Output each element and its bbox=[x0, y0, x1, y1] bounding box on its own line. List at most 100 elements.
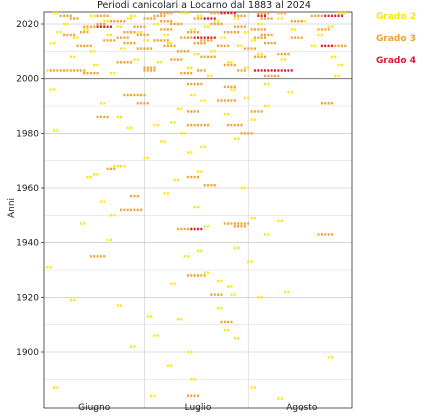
heatwave-day-point bbox=[260, 22, 263, 26]
heatwave-day-point bbox=[197, 175, 199, 179]
heatwave-day-point bbox=[156, 14, 159, 17]
heatwave-day-point bbox=[223, 31, 226, 34]
heatwave-day-point bbox=[190, 274, 193, 277]
heatwave-day-point bbox=[260, 110, 263, 113]
heatwave-day-point bbox=[109, 72, 112, 75]
heatwave-day-point bbox=[160, 20, 163, 23]
heatwave-day-point bbox=[133, 25, 136, 28]
heatwave-day-point bbox=[130, 208, 133, 212]
heatwave-day-point bbox=[103, 115, 106, 119]
heatwave-day-point bbox=[176, 227, 179, 231]
heatwave-day-point bbox=[183, 72, 186, 75]
heatwave-day-point bbox=[260, 36, 263, 39]
heatwave-day-point bbox=[300, 20, 303, 23]
heatwave-day-point bbox=[156, 22, 159, 26]
heatwave-day-point bbox=[277, 74, 280, 78]
heatwave-day-point bbox=[274, 74, 276, 78]
heatwave-day-point bbox=[116, 304, 119, 307]
heatwave-day-point bbox=[123, 164, 126, 168]
heatwave-day-point bbox=[213, 11, 216, 15]
heatwave-day-point bbox=[153, 66, 156, 69]
heatwave-day-point bbox=[230, 61, 233, 64]
heatwave-day-point bbox=[170, 44, 173, 48]
heatwave-day-point bbox=[237, 69, 240, 72]
heatwave-day-point bbox=[280, 69, 283, 72]
heatwave-day-point bbox=[180, 107, 183, 110]
heatwave-day-point bbox=[223, 36, 226, 39]
heatwave-day-point bbox=[120, 36, 122, 39]
heatwave-day-point bbox=[324, 14, 327, 17]
heatwave-day-point bbox=[49, 41, 52, 45]
heatwave-day-point bbox=[190, 378, 193, 381]
series-grado-2 bbox=[46, 11, 347, 400]
heatwave-day-point bbox=[294, 20, 297, 23]
heatwave-day-point bbox=[213, 36, 216, 39]
heatwave-day-point bbox=[193, 227, 196, 231]
heatwave-day-point bbox=[193, 17, 196, 20]
heatwave-day-point bbox=[304, 20, 307, 23]
heatwave-day-point bbox=[170, 41, 173, 45]
heatwave-day-point bbox=[109, 33, 112, 37]
heatwave-day-point bbox=[86, 175, 89, 179]
heatwave-day-point bbox=[247, 66, 250, 69]
heatwave-day-point bbox=[197, 36, 199, 39]
heatwave-day-point bbox=[210, 50, 213, 53]
heatwave-day-point bbox=[210, 17, 213, 20]
heatwave-day-point bbox=[200, 17, 203, 20]
heatwave-day-point bbox=[123, 36, 126, 39]
heatwave-day-point bbox=[320, 102, 323, 105]
heatwave-day-point bbox=[257, 69, 260, 72]
heatwave-day-point bbox=[99, 14, 102, 17]
heatwave-day-point bbox=[197, 274, 199, 277]
heatwave-day-point bbox=[99, 200, 102, 203]
heatwave-day-point bbox=[93, 14, 96, 17]
heatwave-day-point bbox=[56, 386, 59, 389]
heatwave-day-point bbox=[103, 39, 106, 42]
heatwave-day-point bbox=[334, 44, 337, 48]
heatwave-day-point bbox=[106, 14, 109, 17]
heatwave-day-point bbox=[267, 82, 270, 86]
heatwave-day-point bbox=[180, 227, 183, 231]
heatwave-day-point bbox=[83, 72, 86, 75]
heatwave-day-point bbox=[220, 320, 223, 324]
heatwave-day-point bbox=[103, 20, 106, 23]
heatwave-day-point bbox=[193, 82, 196, 86]
heatwave-day-point bbox=[217, 307, 220, 310]
heatwave-day-point bbox=[146, 156, 149, 160]
heatwave-day-point bbox=[220, 279, 223, 283]
heatwave-day-point bbox=[250, 386, 253, 389]
y-tick-label: 1960 bbox=[16, 184, 39, 194]
heatwave-day-point bbox=[106, 20, 109, 23]
heatwave-day-point bbox=[210, 184, 213, 187]
heatwave-day-point bbox=[260, 69, 263, 72]
heatwave-day-point bbox=[257, 52, 260, 56]
heatwave-day-point bbox=[270, 41, 273, 45]
heatwave-day-point bbox=[200, 41, 203, 45]
heatwave-day-point bbox=[213, 50, 216, 53]
heatwave-day-point bbox=[153, 69, 156, 72]
heatwave-day-point bbox=[247, 96, 250, 99]
heatwave-day-point bbox=[203, 25, 206, 28]
heatwave-day-point bbox=[197, 205, 199, 209]
heatwave-day-point bbox=[96, 255, 99, 258]
heatwave-day-point bbox=[227, 61, 230, 64]
heatwave-day-point bbox=[160, 14, 163, 17]
heatwave-day-point bbox=[89, 72, 92, 75]
heatwave-day-point bbox=[263, 14, 266, 17]
heatwave-day-point bbox=[227, 320, 230, 324]
chart-title: Periodi canicolari a Locarno dal 1883 al… bbox=[97, 0, 311, 11]
heatwave-day-point bbox=[317, 14, 320, 17]
heatwave-day-point bbox=[197, 110, 199, 113]
heatwave-day-point bbox=[227, 285, 230, 288]
heatwave-day-point bbox=[233, 99, 236, 102]
heatwave-day-point bbox=[193, 274, 196, 277]
heatwave-day-point bbox=[163, 192, 166, 195]
heatwave-day-point bbox=[180, 72, 183, 75]
heatwave-day-point bbox=[163, 28, 166, 31]
heatwave-day-point bbox=[96, 173, 99, 176]
heatwave-day-point bbox=[96, 22, 99, 26]
heatwave-day-point bbox=[126, 41, 129, 45]
heatwave-day-point bbox=[233, 25, 236, 28]
heatwave-day-point bbox=[130, 126, 133, 130]
